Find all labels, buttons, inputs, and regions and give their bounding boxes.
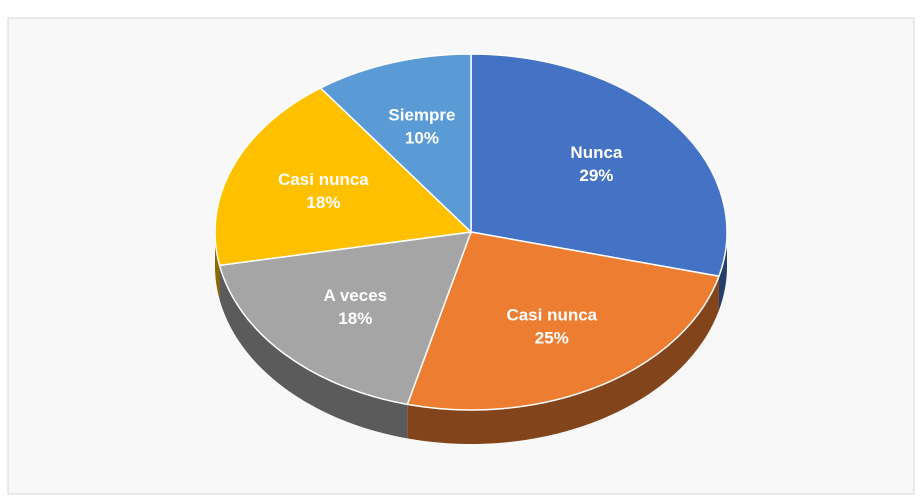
pie-side bbox=[718, 232, 727, 311]
pie-slice bbox=[319, 53, 472, 234]
slice-label: Casi nunca bbox=[278, 170, 369, 189]
slice-label: A veces bbox=[323, 286, 387, 305]
slice-value: 18% bbox=[306, 193, 340, 212]
pie-slice bbox=[470, 53, 728, 278]
slice-value: 29% bbox=[579, 166, 613, 185]
slice-value: 25% bbox=[535, 328, 569, 347]
slice-label: Casi nunca bbox=[506, 305, 597, 324]
pie-slice bbox=[406, 231, 720, 411]
slice-value: 18% bbox=[338, 309, 372, 328]
pie-slice bbox=[214, 87, 473, 267]
pie-side bbox=[407, 276, 719, 444]
pie-side bbox=[219, 265, 408, 439]
slice-value: 10% bbox=[405, 129, 439, 148]
slice-label: Nunca bbox=[570, 143, 623, 162]
pie-slice bbox=[218, 231, 473, 406]
slice-label: Siempre bbox=[388, 106, 455, 125]
